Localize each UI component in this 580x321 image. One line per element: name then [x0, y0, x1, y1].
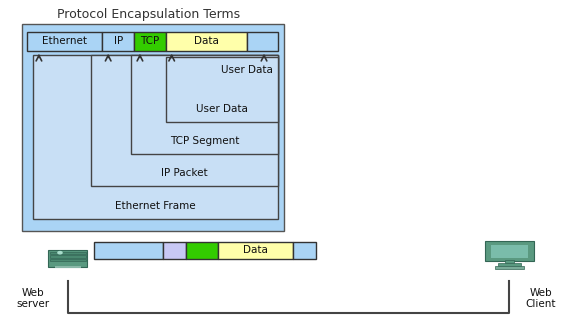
- Text: Data: Data: [194, 36, 219, 46]
- FancyBboxPatch shape: [246, 32, 278, 51]
- FancyBboxPatch shape: [485, 241, 534, 261]
- Text: Protocol Encapsulation Terms: Protocol Encapsulation Terms: [57, 8, 240, 21]
- FancyBboxPatch shape: [91, 56, 278, 186]
- FancyBboxPatch shape: [33, 56, 278, 219]
- FancyBboxPatch shape: [498, 263, 521, 266]
- Circle shape: [58, 252, 62, 254]
- FancyBboxPatch shape: [505, 260, 514, 263]
- FancyBboxPatch shape: [21, 24, 284, 230]
- FancyBboxPatch shape: [293, 242, 316, 259]
- Text: Data: Data: [243, 245, 268, 256]
- FancyBboxPatch shape: [49, 252, 86, 254]
- Text: User Data: User Data: [221, 65, 273, 75]
- FancyBboxPatch shape: [166, 57, 278, 122]
- Text: Ethernet Frame: Ethernet Frame: [115, 201, 196, 212]
- Text: Web
server: Web server: [17, 288, 50, 309]
- FancyBboxPatch shape: [134, 32, 166, 51]
- Text: User Data: User Data: [196, 104, 248, 114]
- FancyBboxPatch shape: [218, 242, 293, 259]
- Text: Web
Client: Web Client: [526, 288, 556, 309]
- FancyBboxPatch shape: [49, 255, 86, 258]
- Text: IP: IP: [114, 36, 123, 46]
- FancyBboxPatch shape: [103, 32, 134, 51]
- Text: TCP: TCP: [140, 36, 160, 46]
- FancyBboxPatch shape: [163, 242, 186, 259]
- FancyBboxPatch shape: [495, 266, 524, 269]
- FancyBboxPatch shape: [49, 250, 87, 267]
- FancyBboxPatch shape: [491, 245, 528, 258]
- FancyBboxPatch shape: [49, 259, 86, 261]
- Text: TCP Segment: TCP Segment: [170, 136, 240, 146]
- Text: Ethernet: Ethernet: [42, 36, 88, 46]
- FancyBboxPatch shape: [186, 242, 218, 259]
- FancyBboxPatch shape: [94, 242, 163, 259]
- FancyBboxPatch shape: [131, 56, 278, 154]
- FancyBboxPatch shape: [27, 32, 103, 51]
- Text: IP Packet: IP Packet: [161, 168, 208, 178]
- FancyBboxPatch shape: [55, 266, 81, 268]
- FancyBboxPatch shape: [166, 32, 246, 51]
